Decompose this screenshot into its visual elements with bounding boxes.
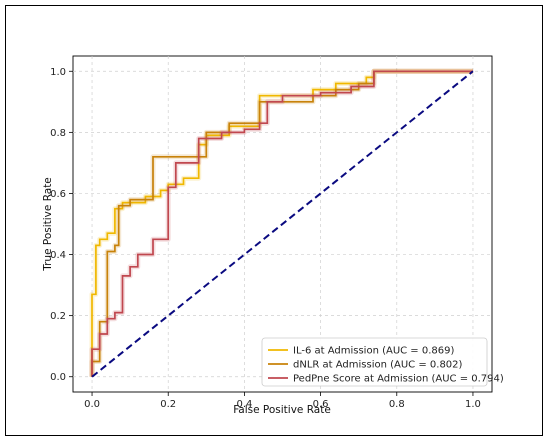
y-tick-label: 1.0 — [50, 67, 66, 78]
x-tick-label: 0.6 — [313, 399, 329, 410]
chance-line — [91, 70, 474, 378]
y-tick-label: 0.2 — [50, 311, 66, 322]
legend: IL-6 at Admission (AUC = 0.869) dNLR at A… — [261, 337, 504, 387]
roc-curve-2 — [91, 70, 473, 377]
legend-box — [261, 337, 488, 387]
legend-label: dNLR at Admission (AUC = 0.802) — [293, 360, 463, 371]
y-tick-label: 0.6 — [50, 189, 66, 200]
roc-curve-3 — [91, 70, 473, 377]
series-group — [89, 68, 474, 378]
y-tick-label: 0.4 — [50, 250, 66, 261]
x-tick-label: 1.0 — [465, 399, 481, 410]
y-tick-label: 0.8 — [50, 128, 66, 139]
x-tick-label: 0.4 — [236, 399, 252, 410]
legend-label: IL-6 at Admission (AUC = 0.869) — [293, 346, 454, 357]
legend-label: PedPne Score at Admission (AUC = 0.794) — [293, 374, 504, 385]
x-tick-label: 0.8 — [389, 399, 405, 410]
axes: 0.0 0.2 0.4 0.6 0.8 1.0 0.0 0.2 0.4 0.6 0.8 1.0 — [50, 67, 481, 410]
x-tick-label: 0.0 — [84, 399, 100, 410]
y-axis-title: True Positive Rate — [42, 177, 54, 272]
x-axis-title: False Positive Rate — [233, 404, 331, 416]
x-tick-label: 0.2 — [160, 399, 176, 410]
y-tick-label: 0.0 — [50, 372, 66, 383]
